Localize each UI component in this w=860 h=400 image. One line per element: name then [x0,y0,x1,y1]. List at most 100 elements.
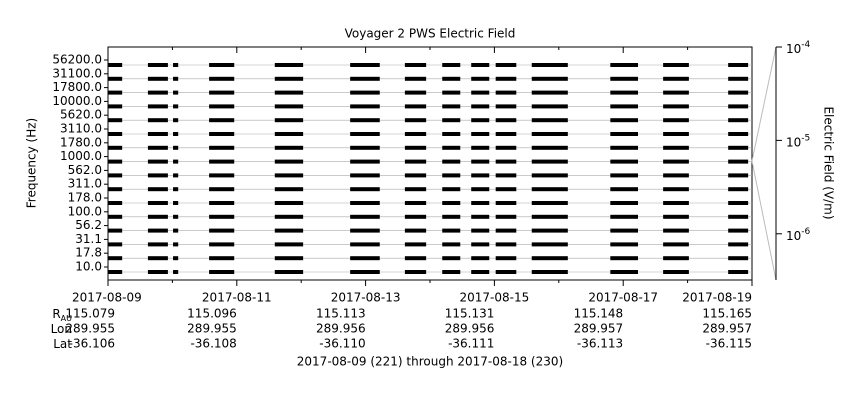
data-block [442,104,461,109]
colorbar-tick-base: 10 [786,135,801,149]
data-block [663,90,689,95]
data-block [495,118,517,123]
data-block [531,104,568,109]
data-block [471,63,490,67]
ephemeris-value: 115.148 [574,307,624,321]
data-block [728,118,749,123]
chart-title: Voyager 2 PWS Electric Field [345,27,516,41]
data-block [610,187,639,192]
data-block [108,90,123,95]
data-block [442,214,461,219]
data-block [350,201,380,205]
data-block [663,76,689,81]
data-block [728,132,749,136]
data-block [209,242,235,247]
data-block [209,145,235,150]
data-block [404,270,427,274]
data-block [531,173,568,178]
data-block [663,228,689,233]
data-block [274,173,304,178]
data-block [350,242,380,247]
ephemeris-value: 289.957 [574,322,624,336]
data-block [147,201,168,205]
data-block [173,214,179,219]
data-block [531,90,568,95]
data-block [173,256,179,261]
ephemeris-value: 289.956 [445,322,495,336]
data-block [728,173,749,178]
data-block [471,242,490,247]
data-block [173,145,179,150]
data-block [495,145,517,150]
data-block [274,104,304,109]
data-block [442,118,461,123]
data-block [663,214,689,219]
ephemeris-label-text: R [52,307,60,321]
data-block [531,256,568,261]
data-block [663,201,689,205]
data-block [495,270,517,274]
colorbar-tick-label: 10-4 [786,40,811,56]
ephemeris-value: -36.113 [577,337,623,351]
data-block [108,118,123,123]
data-block [173,187,179,192]
ephemeris-label: Lat [53,337,72,351]
data-block [471,145,490,150]
data-block [173,104,179,109]
colorbar-tick-base: 10 [786,42,801,56]
data-block [404,132,427,136]
ephemeris-label-text: Lat [53,337,72,351]
data-block [209,173,235,178]
data-block [350,132,380,136]
data-block [610,228,639,233]
y-tick-label: 100.0 [68,204,102,218]
data-block [728,242,749,247]
data-block [108,104,123,109]
data-block [663,132,689,136]
colorbar-connector [751,160,777,281]
data-block [610,118,639,123]
data-block [108,187,123,192]
x-tick-label: 2017-08-19 [682,291,752,305]
y-tick-label: 1780.0 [60,135,102,149]
data-block [610,63,639,67]
data-block [471,90,490,95]
data-block [495,228,517,233]
data-block [350,118,380,123]
data-block [274,132,304,136]
data-block [274,76,304,81]
data-block [471,159,490,164]
data-block [209,214,235,219]
ephemeris-label-sub: AU [61,314,72,323]
ephemeris-value: 289.955 [187,322,237,336]
ephemeris-value: 115.165 [702,307,752,321]
data-block [350,270,380,274]
data-block [173,242,179,247]
data-block [350,104,380,109]
y-tick-label: 178.0 [68,191,102,205]
data-block [173,159,179,164]
y-tick-label: 31.1 [75,232,102,246]
data-block [108,76,123,81]
data-block [404,173,427,178]
y-tick-label: 56.2 [75,218,102,232]
data-block [147,90,168,95]
data-block [404,90,427,95]
data-block [442,228,461,233]
data-block [350,228,380,233]
ephemeris-value: 115.131 [445,307,495,321]
data-block [610,201,639,205]
data-block [728,90,749,95]
data-block [350,63,380,67]
y-tick-label: 311.0 [68,177,102,191]
x-tick-label: 2017-08-17 [588,291,658,305]
data-block [495,256,517,261]
data-block [471,187,490,192]
data-block [610,145,639,150]
data-block [350,256,380,261]
data-block [442,173,461,178]
data-block [471,118,490,123]
data-block [404,256,427,261]
